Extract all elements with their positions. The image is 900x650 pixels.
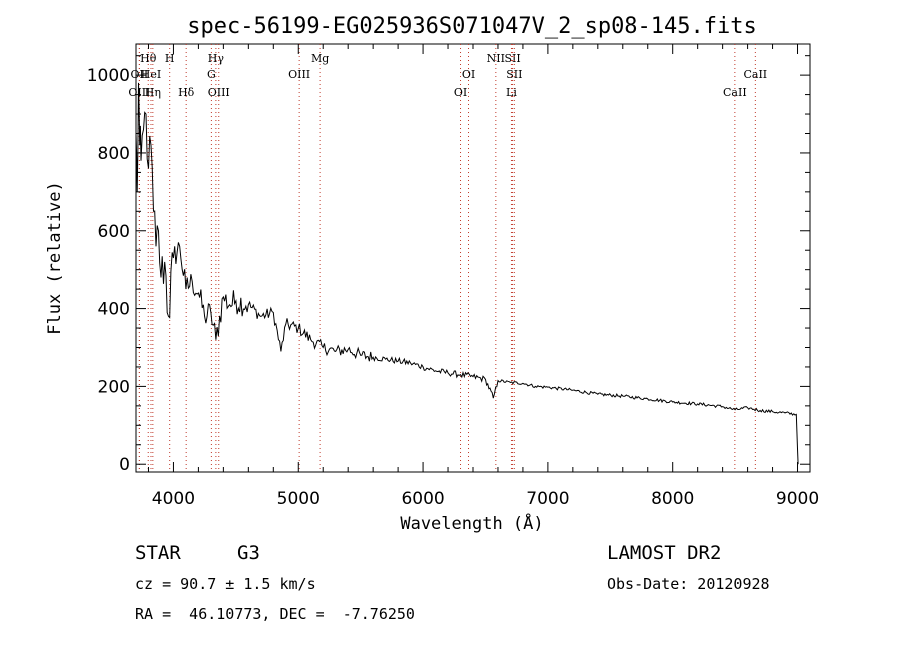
x-axis: 4000 5000 6000 7000 8000 9000 bbox=[147, 44, 819, 509]
line-label-1: OII bbox=[131, 68, 149, 81]
spectrum-series-0 bbox=[135, 82, 799, 465]
x-axis-label: Wavelength (Å) bbox=[400, 512, 543, 534]
line-label-17: Li bbox=[506, 86, 517, 99]
line-label-10: OIII bbox=[288, 68, 310, 81]
line-label-9: OIII bbox=[208, 86, 230, 99]
x-tick-label-1: 5000 bbox=[277, 489, 320, 509]
line-label-12: OI bbox=[454, 86, 467, 99]
line-label-14: NII bbox=[487, 52, 505, 65]
line-label-13: OI bbox=[462, 68, 475, 81]
line-label-18: CaII bbox=[743, 68, 767, 81]
line-label-3: OIII bbox=[128, 86, 150, 99]
coordinates: RA = 46.10773, DEC = -7.76250 bbox=[135, 605, 415, 623]
line-label-7: Hγ bbox=[208, 52, 225, 65]
observation-date: Obs-Date: 20120928 bbox=[607, 575, 770, 593]
object-subclass: G3 bbox=[237, 542, 260, 564]
line-label-8: G bbox=[207, 68, 216, 81]
x-tick-label-3: 7000 bbox=[526, 489, 569, 509]
y-tick-label-1: 200 bbox=[98, 377, 130, 397]
line-label-6: Hδ bbox=[178, 86, 195, 99]
survey-name: LAMOST DR2 bbox=[607, 542, 722, 564]
plot-frame bbox=[135, 43, 811, 473]
y-tick-label-3: 600 bbox=[98, 222, 130, 242]
line-label-16: SII bbox=[506, 68, 522, 81]
x-tick-label-5: 9000 bbox=[776, 489, 819, 509]
y-axis: 0 200 400 600 800 1000 bbox=[87, 55, 810, 475]
y-axis-label: Flux (relative) bbox=[45, 181, 65, 335]
redshift-cz: cz = 90.7 ± 1.5 km/s bbox=[135, 575, 316, 593]
y-tick-label-0: 0 bbox=[119, 455, 130, 475]
series-layer bbox=[135, 82, 799, 465]
y-tick-label-5: 1000 bbox=[87, 66, 130, 86]
line-label-0: Hθ bbox=[140, 52, 157, 65]
y-tick-label-4: 800 bbox=[98, 144, 130, 164]
line-label-5: H bbox=[165, 52, 175, 65]
x-tick-label-4: 8000 bbox=[651, 489, 694, 509]
y-tick-label-2: 400 bbox=[98, 300, 130, 320]
x-tick-label-0: 4000 bbox=[152, 489, 195, 509]
line-label-11: Mg bbox=[311, 52, 329, 65]
chart-title: spec-56199-EG025936S071047V_2_sp08-145.f… bbox=[187, 14, 757, 39]
object-class: STAR bbox=[135, 542, 181, 564]
line-label-2: HeI bbox=[141, 68, 161, 81]
line-label-15: SII bbox=[504, 52, 520, 65]
line-label-19: CaII bbox=[723, 86, 747, 99]
line-label-4: Hη bbox=[145, 86, 161, 99]
x-tick-label-2: 6000 bbox=[401, 489, 444, 509]
